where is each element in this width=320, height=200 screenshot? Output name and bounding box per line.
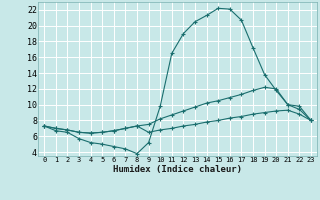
X-axis label: Humidex (Indice chaleur): Humidex (Indice chaleur) — [113, 165, 242, 174]
